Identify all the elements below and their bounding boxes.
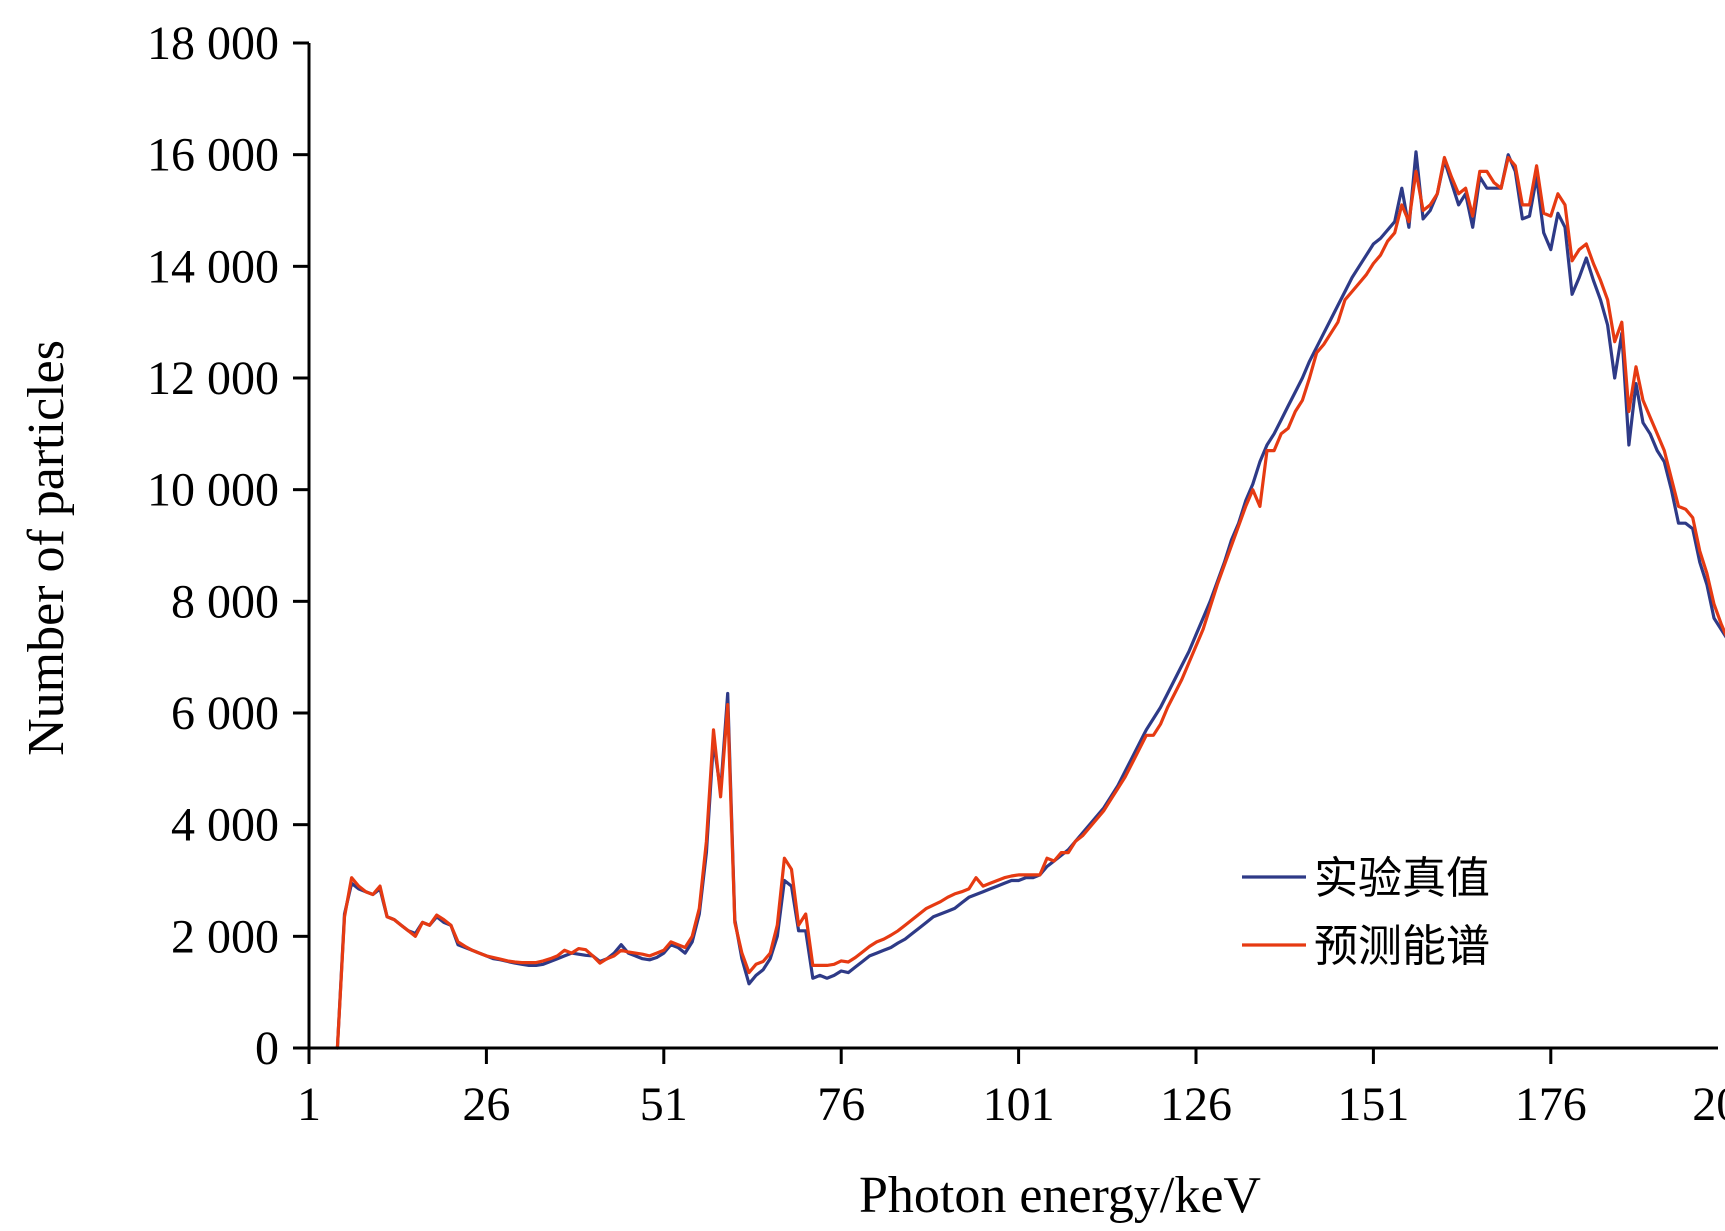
y-axis-title: Number of particles [18, 340, 75, 756]
x-tick-label: 26 [462, 1078, 510, 1131]
y-tick-label: 0 [255, 1022, 279, 1075]
x-tick-label: 101 [983, 1078, 1055, 1131]
legend-label: 预测能谱 [1314, 921, 1490, 972]
y-tick-label: 2 000 [171, 910, 279, 963]
y-tick-label: 4 000 [171, 799, 279, 852]
y-tick-label: 10 000 [147, 464, 279, 517]
x-tick-label: 51 [640, 1078, 688, 1131]
x-ticks: 1265176101126151176201 [297, 1048, 1725, 1131]
y-ticks: 0 2 000 4 000 6 000 8 000 10 000 12 000 14 000 1… [147, 17, 309, 1075]
x-tick-label: 176 [1515, 1078, 1587, 1131]
y-tick-label: 14 000 [147, 240, 279, 293]
plot-area [335, 150, 1725, 1050]
legend-label: 实验真值 [1314, 853, 1490, 904]
y-tick-label: 18 000 [147, 17, 279, 70]
series-line-measured [335, 150, 1725, 1050]
x-tick-label: 201 [1692, 1078, 1725, 1131]
y-tick-label: 6 000 [171, 687, 279, 740]
axes [307, 43, 1718, 1050]
y-tick-label: 8 000 [171, 575, 279, 628]
x-tick-label: 126 [1160, 1078, 1232, 1131]
x-tick-label: 76 [817, 1078, 865, 1131]
x-axis-title: Photon energy/keV [859, 1167, 1261, 1224]
series-line-predicted [335, 155, 1725, 1050]
x-tick-label: 1 [297, 1078, 321, 1131]
x-tick-label: 151 [1337, 1078, 1409, 1131]
y-tick-label: 16 000 [147, 129, 279, 182]
y-tick-label: 12 000 [147, 352, 279, 405]
